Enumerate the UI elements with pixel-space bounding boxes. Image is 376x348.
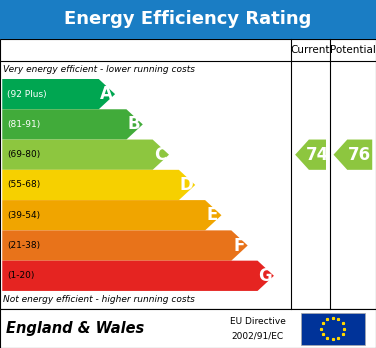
Text: Very energy efficient - lower running costs: Very energy efficient - lower running co… bbox=[3, 65, 195, 74]
Text: F: F bbox=[233, 237, 244, 254]
Text: EU Directive: EU Directive bbox=[230, 317, 285, 326]
Text: E: E bbox=[207, 206, 218, 224]
Polygon shape bbox=[334, 140, 372, 170]
FancyBboxPatch shape bbox=[0, 0, 376, 39]
FancyBboxPatch shape bbox=[0, 309, 376, 348]
Text: C: C bbox=[154, 146, 166, 164]
FancyBboxPatch shape bbox=[0, 39, 376, 309]
Polygon shape bbox=[2, 230, 248, 261]
Text: England & Wales: England & Wales bbox=[6, 321, 144, 336]
Text: 76: 76 bbox=[348, 146, 371, 164]
FancyBboxPatch shape bbox=[301, 313, 365, 345]
Text: B: B bbox=[127, 116, 140, 133]
Text: (81-91): (81-91) bbox=[7, 120, 40, 129]
Text: (92 Plus): (92 Plus) bbox=[7, 90, 46, 98]
Polygon shape bbox=[2, 109, 143, 140]
Polygon shape bbox=[295, 140, 326, 170]
Text: (1-20): (1-20) bbox=[7, 271, 34, 280]
Text: A: A bbox=[100, 85, 112, 103]
Text: (69-80): (69-80) bbox=[7, 150, 40, 159]
Text: (55-68): (55-68) bbox=[7, 181, 40, 189]
Text: Potential: Potential bbox=[330, 45, 376, 55]
Polygon shape bbox=[2, 261, 274, 291]
Polygon shape bbox=[2, 170, 195, 200]
Text: Current: Current bbox=[291, 45, 331, 55]
Polygon shape bbox=[2, 200, 221, 230]
Text: 74: 74 bbox=[306, 146, 329, 164]
Polygon shape bbox=[2, 79, 115, 109]
Text: Not energy efficient - higher running costs: Not energy efficient - higher running co… bbox=[3, 295, 195, 304]
Text: Energy Efficiency Rating: Energy Efficiency Rating bbox=[64, 10, 312, 29]
Text: D: D bbox=[179, 176, 193, 194]
Text: (21-38): (21-38) bbox=[7, 241, 40, 250]
Polygon shape bbox=[2, 140, 169, 170]
Text: (39-54): (39-54) bbox=[7, 211, 40, 220]
Text: G: G bbox=[258, 267, 272, 285]
Text: 2002/91/EC: 2002/91/EC bbox=[232, 332, 284, 341]
